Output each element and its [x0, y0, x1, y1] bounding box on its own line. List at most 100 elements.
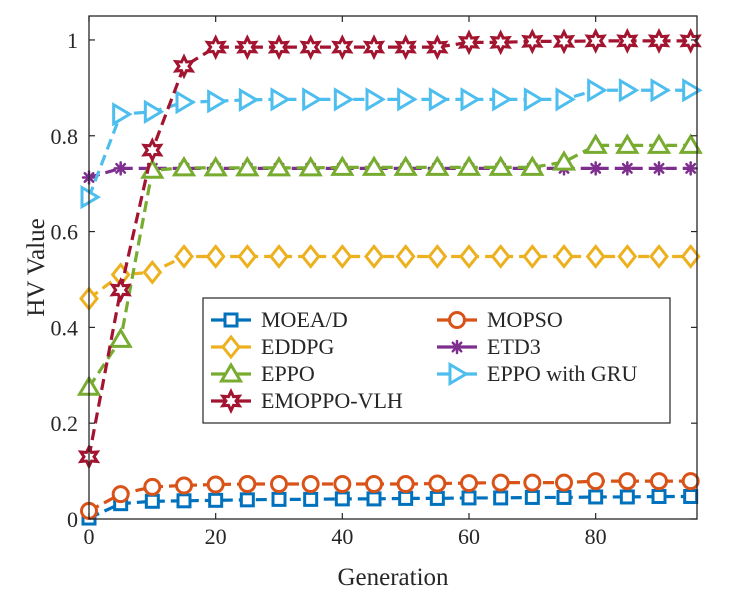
data-point-mopso [365, 475, 383, 494]
data-point-eppo [520, 155, 545, 176]
y-tick-label: 0.2 [51, 411, 79, 436]
legend-label-emoppo-vlh: EMOPPO-VLH [261, 388, 403, 413]
data-point-eppo-with-gru [302, 87, 323, 112]
data-point-etd3 [683, 161, 698, 176]
data-point-emoppo-vlh [172, 53, 196, 80]
data-point-emoppo-vlh [584, 27, 607, 54]
legend-entry-eppo: EPPO [211, 361, 315, 386]
legend-box [202, 297, 671, 424]
x-tick-label: 40 [331, 524, 353, 549]
legend-marker-eddpg [221, 334, 241, 360]
data-point-etd3 [113, 161, 128, 176]
series-mopso [80, 472, 700, 520]
y-axis-title: HV Value [23, 218, 50, 316]
series-layer [76, 27, 703, 526]
data-point-eddpg [490, 244, 511, 269]
data-point-eppo-with-gru [238, 87, 260, 112]
data-point-eppo-with-gru [333, 87, 355, 112]
data-point-eppo [298, 155, 323, 177]
data-point-emoppo-vlh [552, 28, 576, 55]
data-point-eppo-with-gru [492, 87, 513, 112]
x-tick-label: 80 [585, 524, 607, 549]
data-point-moea-d [176, 493, 192, 509]
data-point-eddpg [142, 259, 163, 285]
legend-label-eppo: EPPO [261, 361, 315, 386]
data-point-etd3 [588, 161, 603, 176]
data-point-moea-d [303, 491, 319, 507]
data-point-eppo-with-gru [428, 87, 450, 112]
data-point-mopso [175, 476, 193, 495]
data-point-emoppo-vlh [109, 277, 132, 303]
data-point-emoppo-vlh [489, 29, 512, 56]
series-emoppo-vlh [77, 27, 702, 470]
legend-marker-eppo-with-gru [448, 361, 469, 387]
legend-entry-etd3: ETD3 [437, 334, 541, 359]
data-point-eddpg [617, 244, 638, 269]
data-point-eppo-with-gru [618, 78, 640, 103]
data-point-emoppo-vlh [204, 34, 227, 61]
data-point-moea-d [651, 488, 667, 504]
data-point-emoppo-vlh [362, 34, 386, 61]
data-point-eppo-with-gru [587, 78, 608, 103]
data-point-eppo [583, 133, 608, 154]
data-point-eddpg [269, 244, 289, 269]
data-point-eddpg [205, 244, 226, 269]
legend-entry-eppo-with-gru: EPPO with GRU [437, 361, 637, 387]
legend-label-mopso: MOPSO [487, 307, 563, 332]
data-point-eddpg [554, 244, 574, 269]
legend-entry-mopso: MOPSO [437, 307, 563, 332]
data-point-eppo [488, 155, 513, 176]
data-point-emoppo-vlh [331, 34, 354, 61]
data-point-mopso [555, 473, 573, 492]
data-point-etd3 [620, 161, 635, 176]
data-point-moea-d [239, 492, 255, 508]
data-point-emoppo-vlh [394, 34, 417, 61]
data-point-mopso [301, 475, 320, 494]
legend-label-eddpg: EDDPG [261, 334, 334, 359]
data-point-mopso [586, 472, 605, 491]
data-point-mopso [333, 475, 352, 494]
data-point-mopso [491, 473, 510, 492]
data-point-eddpg [332, 244, 353, 269]
data-point-eppo [393, 155, 418, 176]
legend-label-eppo-with-gru: EPPO with GRU [487, 361, 637, 386]
data-point-eppo-with-gru [143, 99, 165, 124]
y-tick-label: 0.4 [51, 315, 79, 340]
data-point-moea-d [334, 491, 350, 507]
y-tick-label: 0 [67, 507, 78, 532]
data-point-eppo [203, 155, 228, 177]
legend-label-etd3: ETD3 [487, 334, 541, 359]
data-point-mopso [396, 475, 415, 494]
data-point-moea-d [588, 489, 604, 505]
legend-marker-etd3 [449, 339, 465, 355]
data-point-eddpg [174, 244, 194, 269]
data-point-eppo-with-gru [365, 87, 386, 112]
data-point-mopso [143, 477, 162, 496]
legend-marker-mopso [448, 311, 466, 329]
data-point-emoppo-vlh [647, 27, 671, 54]
data-point-moea-d [208, 492, 224, 508]
data-point-eppo-with-gru [523, 87, 545, 112]
data-point-mopso [460, 474, 478, 493]
data-point-mopso [206, 475, 225, 494]
data-point-moea-d [366, 491, 382, 507]
data-point-eppo [266, 155, 292, 177]
legend-marker-emoppo-vlh [219, 388, 243, 414]
data-point-eddpg [364, 244, 384, 269]
data-point-eppo [551, 150, 577, 171]
legend: MOEA/D MOPSO EDDPG ETD3 EPPO EPPO with GRU EMO… [202, 297, 671, 424]
data-point-emoppo-vlh [267, 34, 291, 61]
data-point-mopso [618, 472, 637, 491]
data-point-eddpg [680, 244, 701, 269]
data-point-eddpg [300, 244, 321, 269]
y-tick-label: 0.6 [51, 220, 79, 245]
data-point-eppo [108, 327, 133, 348]
data-point-eppo-with-gru [80, 184, 101, 210]
data-point-eppo-with-gru [397, 87, 418, 112]
y-tick-label: 0.8 [51, 124, 79, 149]
data-point-eppo [456, 155, 482, 176]
data-point-moea-d [683, 488, 699, 504]
data-point-mopso [270, 475, 288, 494]
data-point-eddpg [649, 244, 669, 269]
